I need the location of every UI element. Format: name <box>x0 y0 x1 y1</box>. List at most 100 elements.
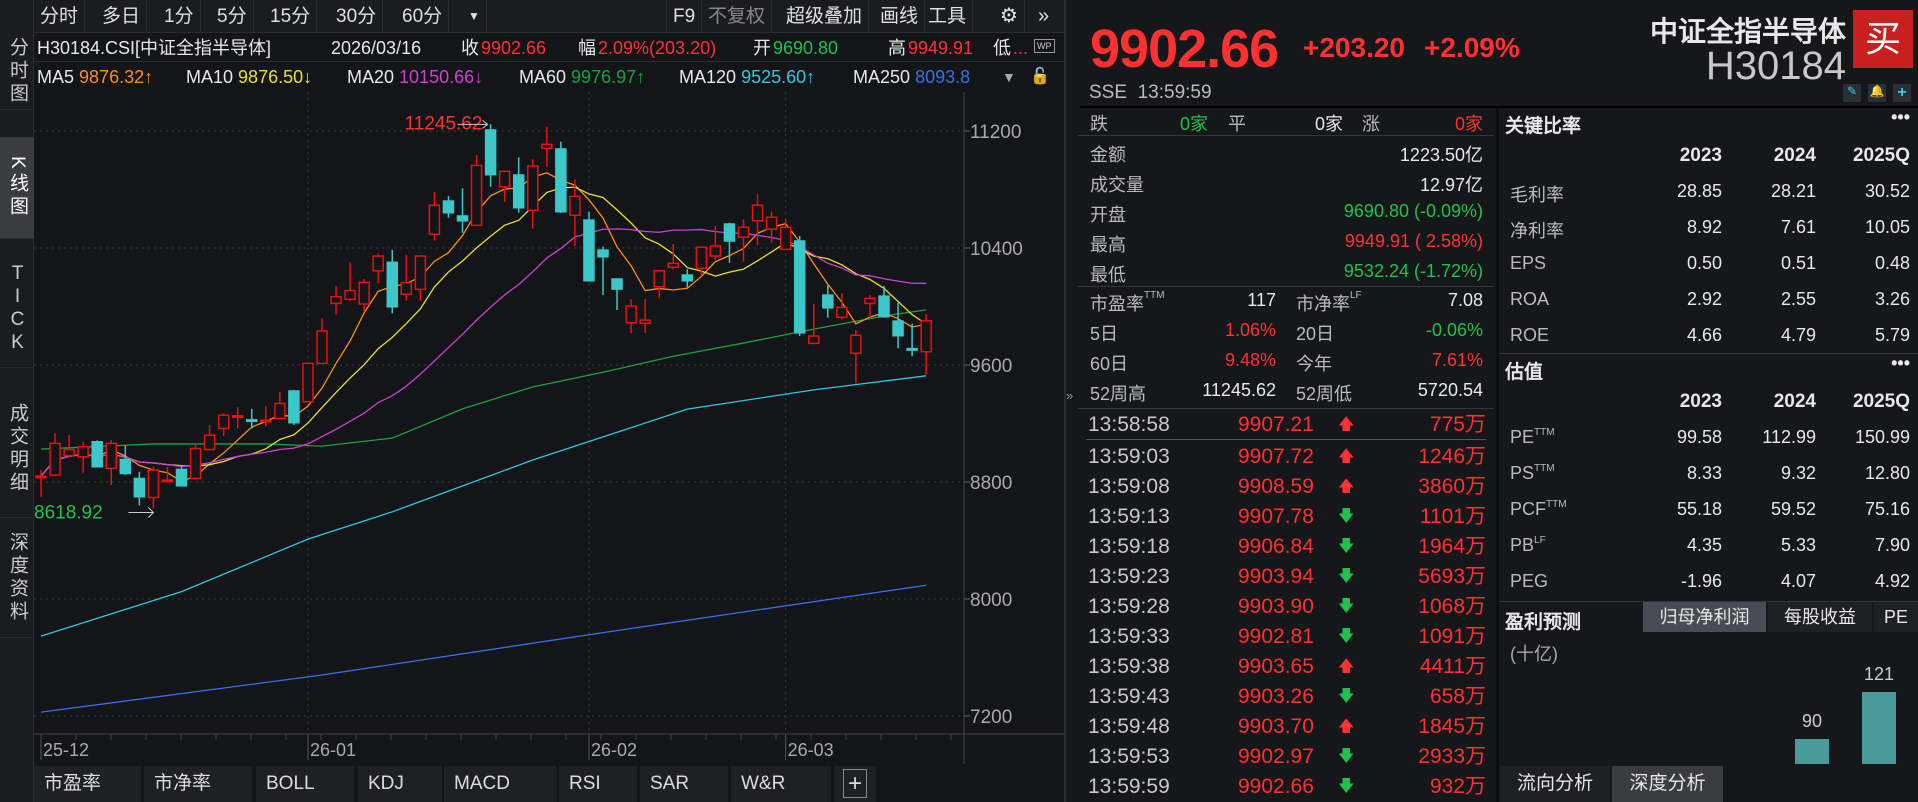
period-intraday[interactable]: 分时 <box>34 0 86 33</box>
period-multiday[interactable]: 多日 <box>96 0 148 33</box>
tab-boll[interactable]: BOLL <box>256 766 356 802</box>
x-tick-label: 26-02 <box>591 740 637 760</box>
tick-price: 9903.65 <box>1238 655 1314 678</box>
tick-volume: 775万 <box>1429 413 1486 436</box>
y-tick-label: 10400 <box>970 239 1023 260</box>
candle <box>274 391 286 420</box>
forecast-bar-label: 121 <box>1863 663 1895 684</box>
ma10-line <box>40 186 927 477</box>
tab-kdj[interactable]: KDJ <box>358 766 444 802</box>
forecast-tab[interactable]: 每股收益 <box>1768 602 1872 632</box>
candle <box>428 191 441 241</box>
period-15min[interactable]: 15分 <box>264 0 318 33</box>
candle <box>709 226 722 260</box>
ratio-label: PETTM <box>1510 427 1555 448</box>
draw-button[interactable]: 画线 <box>874 0 926 33</box>
buy-button[interactable]: 买 <box>1853 10 1913 68</box>
caret-down-icon[interactable]: ▼ <box>462 0 487 33</box>
bell-icon[interactable]: 🔔 <box>1868 84 1886 102</box>
breadth-value: 0家 <box>1179 114 1208 134</box>
wp-icon[interactable]: WP <box>1034 39 1055 53</box>
tab-pb[interactable]: 市净率 <box>144 766 254 802</box>
breadth-value: 0家 <box>1454 114 1483 134</box>
period-5min[interactable]: 5分 <box>211 0 254 33</box>
stat-label: 60日 <box>1090 350 1128 376</box>
tools-button[interactable]: 工具 <box>922 0 974 33</box>
arrow-down-icon: 🡇 <box>1338 538 1355 555</box>
ma-name: MA5 <box>37 67 75 87</box>
pencil-icon[interactable]: ✎ <box>1843 84 1861 102</box>
more-icon[interactable]: ••• <box>1891 107 1910 127</box>
plus-icon[interactable]: + <box>1893 84 1911 102</box>
min-arrow-icon <box>128 507 155 518</box>
ma-name: MA10 <box>186 67 234 87</box>
tab-kline-chart[interactable]: K线图 <box>0 137 34 239</box>
candle <box>147 466 160 509</box>
forecast-tab[interactable]: 归母净利润 <box>1643 602 1766 632</box>
bottom-tab[interactable]: 深度分析 <box>1612 766 1723 802</box>
indicator-tabs: 市盈率 市净率 BOLL KDJ MACD RSI SAR W&R + <box>34 764 1064 802</box>
candle <box>133 471 146 506</box>
candle <box>541 126 553 167</box>
arrow-up-icon: 🡅 <box>1338 478 1355 495</box>
period-30min[interactable]: 30分 <box>330 0 384 33</box>
forecast-tab[interactable]: PE <box>1874 602 1918 632</box>
collapse-icon[interactable]: » <box>1066 388 1074 403</box>
tick-price: 9903.90 <box>1238 595 1314 618</box>
bottom-tab[interactable]: 流向分析 <box>1500 766 1610 802</box>
lock-icon[interactable]: 🔓 <box>1030 68 1050 85</box>
ratio-label-text: PS <box>1510 463 1535 483</box>
ma-name: MA60 <box>519 67 567 87</box>
tab-intraday-chart[interactable]: 分时图 <box>0 34 34 110</box>
y-tick-label: 8800 <box>970 473 1012 494</box>
candle <box>569 179 581 246</box>
tick-price: 9906.84 <box>1238 535 1314 558</box>
tab-pe[interactable]: 市盈率 <box>34 766 143 802</box>
kline-chart[interactable]: 11200 10400 9600 8800 8000 7200 25-12 26-01 26-0… <box>34 92 1064 764</box>
tick-volume: 5693万 <box>1418 565 1486 588</box>
double-chevron-right-icon[interactable]: » <box>1038 5 1050 27</box>
stat-label-text: 今年 <box>1296 354 1332 374</box>
tick-row: 13:58:58 9907.21 🡅 775万 <box>1088 410 1486 440</box>
forecast-unit: (十亿) <box>1510 644 1558 664</box>
f9-button[interactable]: F9 <box>666 0 703 33</box>
tab-sar[interactable]: SAR <box>640 766 730 802</box>
ma-name: MA120 <box>679 67 737 87</box>
ratio-label: 净利率 <box>1510 217 1564 243</box>
ratio-value: 150.99 <box>1854 427 1910 447</box>
ma120-line <box>40 375 927 637</box>
adjust-button[interactable]: 不复权 <box>702 0 773 33</box>
ratio-label-text: ROE <box>1510 325 1550 345</box>
candle <box>484 124 497 187</box>
stat-label-text: 20日 <box>1296 324 1335 344</box>
arrow-down-icon: 🡇 <box>1338 688 1355 705</box>
tick-row: 13:59:33 9902.81 🡇 1091万 <box>1088 622 1486 652</box>
tab-trade-detail[interactable]: 成交明细 <box>0 380 34 518</box>
period-60min[interactable]: 60分 <box>396 0 450 33</box>
tab-tick[interactable]: TICK <box>0 250 34 368</box>
ratio-label-text: 毛利率 <box>1510 185 1564 205</box>
ma-dropdown-icon[interactable]: ▼ <box>1002 69 1016 85</box>
plus-icon[interactable]: + <box>834 766 878 802</box>
ma-value: 9525.60↑ <box>741 67 816 87</box>
tab-rsi[interactable]: RSI <box>559 766 639 802</box>
ratio-value: 7.61 <box>1780 217 1816 237</box>
breadth-label: 跌 <box>1090 114 1108 134</box>
arrow-up-icon: 🡅 <box>1338 416 1355 433</box>
tab-depth-info[interactable]: 深度资料 <box>0 518 34 638</box>
tab-wr[interactable]: W&R <box>731 766 833 802</box>
overlay-button[interactable]: 超级叠加 <box>780 0 870 33</box>
gear-icon[interactable]: ⚙ <box>994 0 1025 33</box>
stat-label: 市净率LF <box>1296 290 1362 316</box>
y-tick-label: 11200 <box>970 122 1021 143</box>
divider <box>1078 135 1494 136</box>
period-1min[interactable]: 1分 <box>158 0 201 33</box>
tab-macd[interactable]: MACD <box>444 766 558 802</box>
tick-volume: 932万 <box>1429 775 1486 798</box>
tick-row: 13:59:13 9907.78 🡇 1101万 <box>1088 502 1486 532</box>
tick-price: 9907.78 <box>1238 505 1314 528</box>
more-icon[interactable]: ••• <box>1891 353 1910 373</box>
ma-value: 9876.50↓ <box>238 67 313 87</box>
candle <box>723 222 736 263</box>
stat-label-sup: LF <box>1350 290 1362 301</box>
